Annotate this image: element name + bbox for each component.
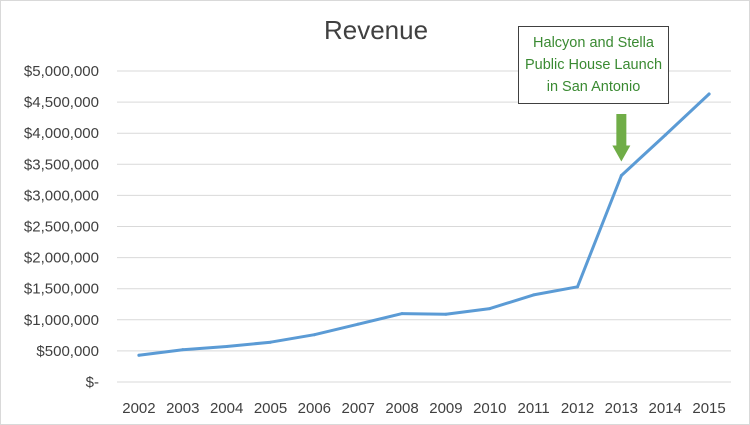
x-tick-label-2007: 2007: [342, 400, 375, 417]
y-tick-label-0: $-: [86, 374, 99, 391]
data-point-2003: [181, 348, 185, 352]
annotation-arrow: [612, 114, 631, 162]
y-tick-label-2: $1,000,000: [24, 312, 99, 329]
data-point-2007: [356, 322, 360, 326]
annotation-line-1: Halcyon and Stella: [533, 35, 654, 51]
data-point-2009: [444, 312, 448, 316]
x-tick-label-2003: 2003: [166, 400, 199, 417]
y-tick-label-5: $2,500,000: [24, 219, 99, 236]
chart-title: Revenue: [323, 15, 429, 45]
data-point-2011: [532, 293, 536, 297]
x-tick-label-2006: 2006: [298, 400, 331, 417]
x-tick-label-2015: 2015: [692, 400, 725, 417]
x-tick-label-2008: 2008: [385, 400, 418, 417]
data-point-2013: [619, 173, 623, 177]
x-tick-label-2013: 2013: [605, 400, 638, 417]
y-tick-label-8: $4,000,000: [24, 125, 99, 142]
data-point-2005: [269, 340, 272, 344]
data-point-2012: [576, 285, 579, 289]
data-point-2002: [137, 353, 141, 357]
annotation-line-2: Public House Launch: [524, 57, 663, 73]
y-tick-label-6: $3,000,000: [24, 187, 99, 204]
series-line-0: [137, 92, 711, 357]
y-tick-label-3: $1,500,000: [24, 281, 99, 298]
data-point-2015: [707, 92, 711, 96]
x-tick-label-2011: 2011: [518, 400, 550, 417]
x-tick-label-2010: 2010: [473, 400, 506, 417]
y-tick-label-9: $4,500,000: [24, 94, 99, 111]
data-point-2014: [663, 133, 667, 137]
x-tick-label-2004: 2004: [210, 400, 243, 417]
data-point-2008: [400, 312, 404, 316]
y-tick-label-10: $5,000,000: [24, 63, 99, 80]
x-tick-label-2012: 2012: [561, 400, 594, 417]
data-point-2010: [488, 307, 492, 311]
data-point-2006: [312, 333, 316, 337]
y-tick-label-4: $2,000,000: [24, 250, 99, 267]
x-tick-label-2002: 2002: [122, 400, 155, 417]
x-tick-label-2009: 2009: [429, 400, 462, 417]
data-point-2004: [225, 345, 229, 349]
annotation-line-3: in San Antonio: [546, 79, 641, 95]
y-tick-label-7: $3,500,000: [24, 156, 99, 173]
x-tick-label-2005: 2005: [254, 400, 287, 417]
annotation-box: Halcyon and Stella Public House Launch i…: [518, 26, 669, 104]
x-tick-label-2014: 2014: [649, 400, 682, 417]
y-tick-label-1: $500,000: [36, 343, 99, 360]
